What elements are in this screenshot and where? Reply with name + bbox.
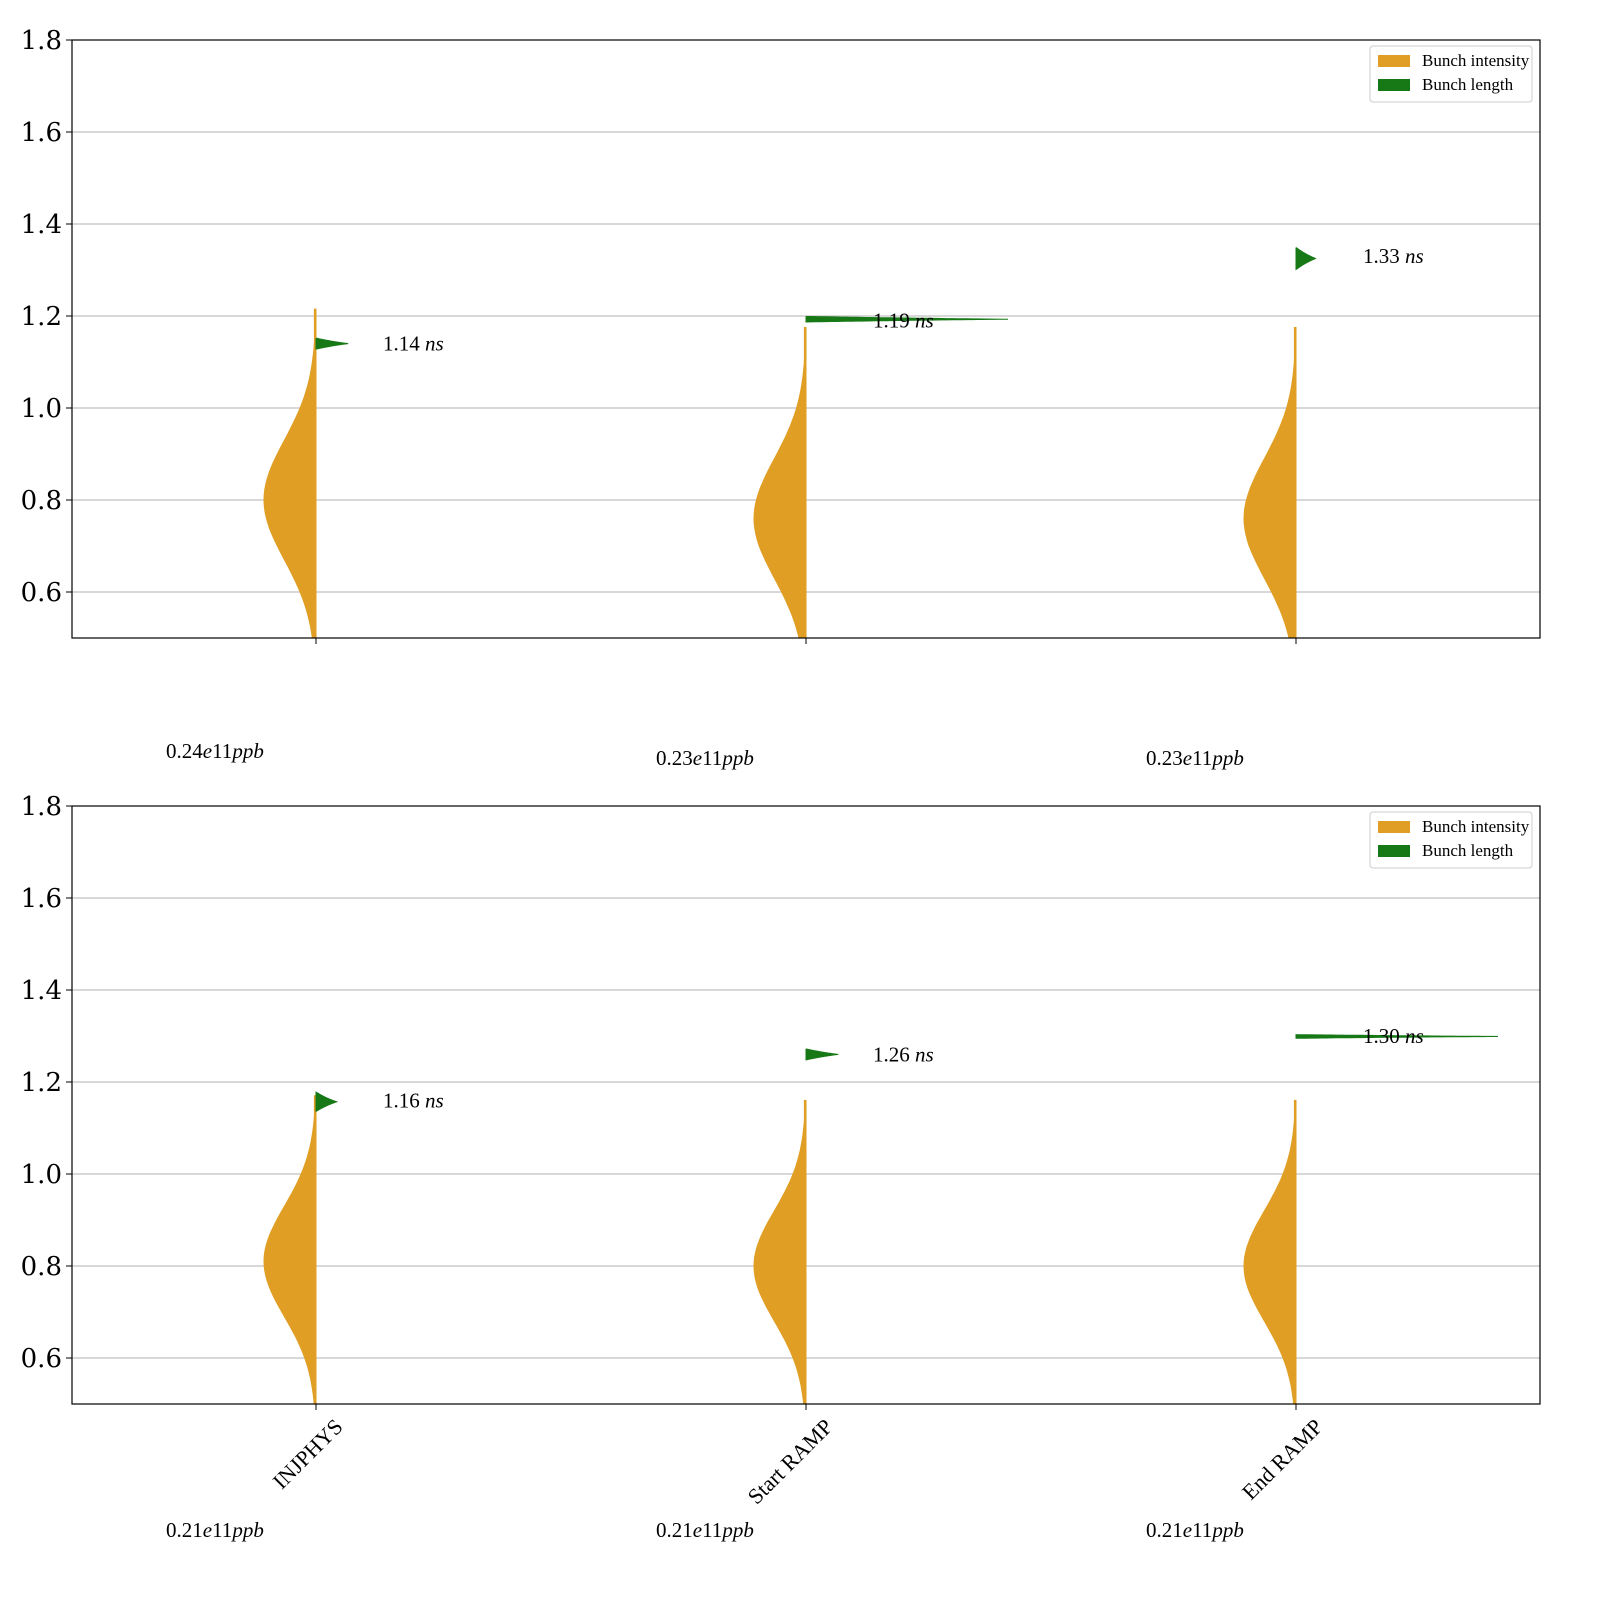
legend-label: Bunch intensity — [1422, 51, 1530, 70]
plot-frame — [71, 39, 1541, 639]
y-tick-label: 0.6 — [21, 1344, 62, 1374]
legend-box — [1369, 811, 1533, 869]
legend: Bunch intensity Bunch length — [1369, 45, 1533, 103]
length-annotation: 1.33 ns — [1363, 244, 1424, 268]
y-tick-label: 1.6 — [21, 884, 62, 914]
plot-frame — [71, 805, 1541, 1405]
intensity-violin — [1243, 327, 1297, 639]
y-tick-label: 1.8 — [21, 26, 62, 56]
length-violin — [1295, 1034, 1499, 1039]
intensity-annotation: 0.21e11ppb — [166, 1518, 264, 1542]
intensity-annotation: 0.21e11ppb — [1146, 1518, 1244, 1542]
top-panel: 0.6 0.8 1.0 1.2 1.4 1.6 1.8 1.14 ns 1.19 ns 1.33 … — [21, 26, 1541, 770]
y-tick-label: 1.2 — [21, 302, 62, 332]
x-category-label: Start RAMP — [742, 1414, 837, 1509]
legend-swatch-length — [1378, 79, 1410, 91]
legend-swatch-length — [1378, 845, 1410, 857]
y-tick-label: 1.6 — [21, 118, 62, 148]
intensity-violin — [263, 1095, 317, 1405]
intensity-violin — [753, 327, 807, 639]
intensity-annotation: 0.21e11ppb — [656, 1518, 754, 1542]
length-annotation: 1.16 ns — [383, 1088, 444, 1112]
x-category-label: INJPHYS — [268, 1414, 348, 1494]
length-annotation: 1.14 ns — [383, 332, 444, 356]
legend-swatch-intensity — [1378, 55, 1410, 67]
length-violin — [805, 316, 1009, 323]
y-tick-label: 0.8 — [21, 486, 62, 516]
intensity-annotation: 0.24e11ppb — [166, 739, 264, 763]
length-annotation: 1.30 ns — [1363, 1024, 1424, 1048]
y-tick-label: 0.6 — [21, 578, 62, 608]
intensity-violin — [263, 308, 317, 639]
legend-label: Bunch length — [1422, 75, 1514, 94]
intensity-violin — [1243, 1099, 1297, 1405]
y-tick-label: 0.8 — [21, 1252, 62, 1282]
y-tick-label: 1.4 — [21, 210, 62, 240]
intensity-violin — [753, 1099, 807, 1405]
legend-label: Bunch length — [1422, 841, 1514, 860]
y-tick-label: 1.8 — [21, 792, 62, 822]
legend-swatch-intensity — [1378, 821, 1410, 833]
y-tick-label: 1.0 — [21, 1160, 62, 1190]
length-violin — [1295, 247, 1317, 271]
length-annotation: 1.19 ns — [873, 309, 934, 333]
intensity-annotation: 0.23e11ppb — [1146, 746, 1244, 770]
bottom-panel: 0.6 0.8 1.0 1.2 1.4 1.6 1.8 1.16 ns 1.26 ns 1.30 … — [21, 792, 1541, 1542]
y-tick-label: 1.2 — [21, 1068, 62, 1098]
legend-label: Bunch intensity — [1422, 817, 1530, 836]
intensity-annotation: 0.23e11ppb — [656, 746, 754, 770]
length-violin — [315, 337, 349, 350]
y-tick-label: 1.0 — [21, 394, 62, 424]
y-tick-label: 1.4 — [21, 976, 62, 1006]
length-annotation: 1.26 ns — [873, 1042, 934, 1066]
legend: Bunch intensity Bunch length — [1369, 811, 1533, 869]
x-category-label: End RAMP — [1237, 1414, 1328, 1505]
legend-box — [1369, 45, 1533, 103]
length-violin — [805, 1048, 839, 1061]
length-violin — [315, 1091, 339, 1113]
